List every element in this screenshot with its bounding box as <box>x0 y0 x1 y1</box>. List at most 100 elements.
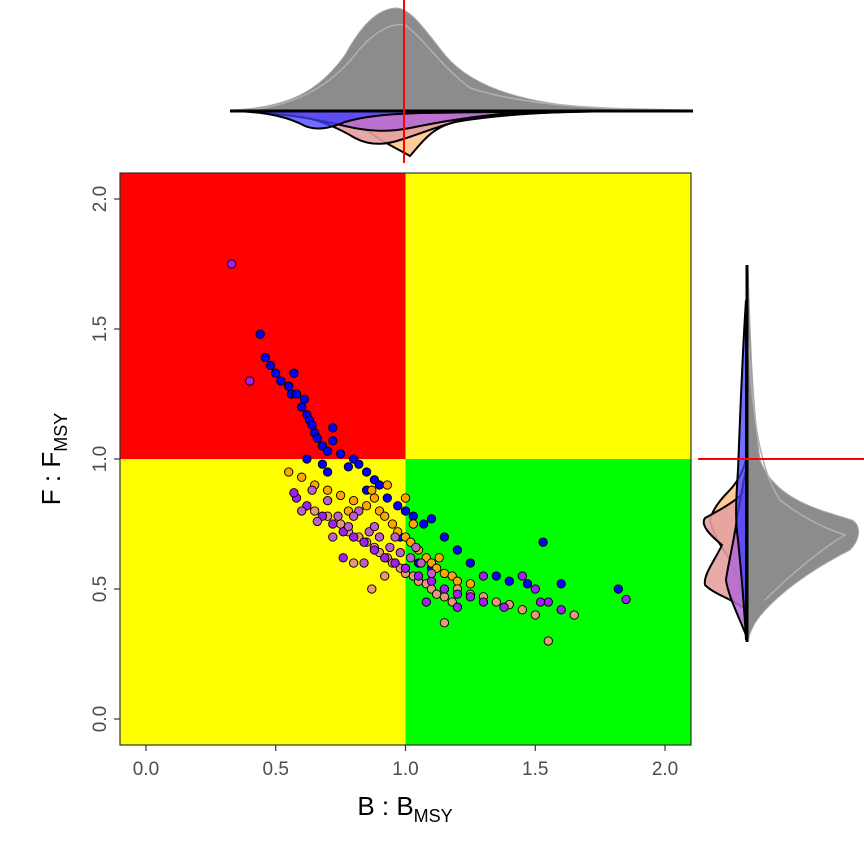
point-series-1-3 <box>322 485 333 495</box>
point-series-3-13 <box>413 571 424 581</box>
point-series-2-28 <box>367 584 377 594</box>
point-series-3-12 <box>400 563 411 573</box>
point-series-2-27 <box>569 610 579 620</box>
point-series-4-19 <box>369 521 380 532</box>
point-series-3-28 <box>289 488 299 498</box>
point-series-0-41 <box>317 459 328 469</box>
point-series-0-3 <box>271 368 281 378</box>
point-series-0-21 <box>354 459 364 469</box>
point-series-1-21 <box>465 579 476 589</box>
y-axis-title: F : FMSY <box>36 413 71 505</box>
point-series-2-16 <box>431 589 442 599</box>
point-series-3-16 <box>452 589 463 599</box>
y-tick-label: 1.0 <box>90 446 111 472</box>
point-series-0-34 <box>491 571 501 581</box>
point-series-0-31 <box>439 532 450 542</box>
point-series-3-19 <box>499 602 509 612</box>
point-series-3-25 <box>535 597 546 607</box>
point-series-2-0 <box>310 506 320 516</box>
point-series-0-22 <box>361 467 372 477</box>
point-series-2-25 <box>530 610 540 620</box>
point-series-1-23 <box>367 485 377 495</box>
point-series-0-30 <box>426 514 437 524</box>
point-series-3-23 <box>556 605 566 615</box>
point-series-3-5 <box>328 519 338 529</box>
point-series-1-7 <box>369 493 380 503</box>
point-series-1-27 <box>434 553 444 563</box>
point-series-4-0 <box>297 506 307 516</box>
quadrants <box>120 173 691 745</box>
point-series-1-6 <box>361 501 372 511</box>
point-series-0-43 <box>343 462 354 472</box>
point-series-0-24 <box>374 480 385 490</box>
top-density-gray <box>229 7 691 111</box>
point-series-4-17 <box>411 542 421 553</box>
x-axis-title: B : BMSY <box>357 791 452 826</box>
point-series-4-18 <box>348 511 359 521</box>
top-density-gray-inner <box>249 23 661 111</box>
point-series-3-15 <box>439 584 450 594</box>
point-series-0-1 <box>260 352 270 363</box>
point-series-4-8 <box>385 542 395 553</box>
point-series-3-29 <box>452 602 463 612</box>
point-series-0-33 <box>465 558 476 568</box>
point-series-0-36 <box>522 579 533 589</box>
point-series-0-39 <box>613 584 623 594</box>
point-series-0-10 <box>299 394 309 404</box>
point-series-4-15 <box>359 558 369 568</box>
point-series-3-8 <box>359 537 369 547</box>
point-series-0-17 <box>322 446 333 456</box>
point-series-0-13 <box>307 420 317 430</box>
point-series-4-11 <box>416 558 426 568</box>
x-tick-label: 1.5 <box>522 759 548 780</box>
point-series-0-25 <box>382 493 392 503</box>
point-series-1-20 <box>452 576 463 586</box>
point-series-0-42 <box>328 423 338 433</box>
point-series-3-7 <box>348 532 359 542</box>
top-marginal-density <box>229 0 693 163</box>
point-series-0-38 <box>556 579 566 589</box>
point-series-1-25 <box>400 493 411 503</box>
point-series-1-22 <box>382 480 392 490</box>
point-series-3-18 <box>478 597 489 607</box>
point-series-3-26 <box>478 571 489 581</box>
x-tick-label: 0.5 <box>263 759 289 780</box>
right-density-gray <box>747 264 859 643</box>
point-series-0-19 <box>335 449 346 459</box>
right-density-gray-inner <box>747 329 847 601</box>
point-series-4-9 <box>395 547 405 558</box>
y-tick-label: 0.0 <box>90 706 111 732</box>
point-series-4-3 <box>333 511 343 521</box>
point-series-1-10 <box>387 519 398 529</box>
point-series-1-0 <box>284 467 294 477</box>
point-series-2-2 <box>335 519 346 529</box>
point-series-1-4 <box>335 490 346 501</box>
point-series-3-14 <box>426 576 437 586</box>
point-series-3-27 <box>338 553 348 563</box>
y-axis: 0.0 0.5 1.0 1.5 2.0 <box>90 186 120 732</box>
point-series-0-7 <box>289 368 299 378</box>
point-series-3-21 <box>530 584 540 594</box>
point-series-4-1 <box>312 516 322 527</box>
point-series-0-28 <box>408 511 418 521</box>
point-series-0-15 <box>312 433 322 443</box>
right-marginal-density <box>698 264 864 643</box>
point-series-2-17 <box>439 592 450 602</box>
point-series-4-16 <box>390 532 400 542</box>
point-series-3-24 <box>621 594 631 605</box>
point-series-0-29 <box>419 519 429 529</box>
quadrant-healthy-overfishing <box>405 173 691 459</box>
point-series-0-2 <box>265 360 276 371</box>
quadrant-overfished-no-overfishing <box>120 459 406 745</box>
point-series-4-7 <box>374 532 385 542</box>
point-series-3-22 <box>543 597 553 607</box>
x-tick-label: 0.0 <box>133 759 159 780</box>
point-series-3-0 <box>226 259 237 269</box>
data-points <box>226 259 631 646</box>
point-series-3-20 <box>517 571 527 581</box>
point-series-1-9 <box>380 511 390 521</box>
kobe-panel <box>120 173 691 745</box>
y-tick-label: 2.0 <box>90 186 111 212</box>
point-series-0-27 <box>400 506 411 516</box>
point-series-4-12 <box>426 568 437 579</box>
